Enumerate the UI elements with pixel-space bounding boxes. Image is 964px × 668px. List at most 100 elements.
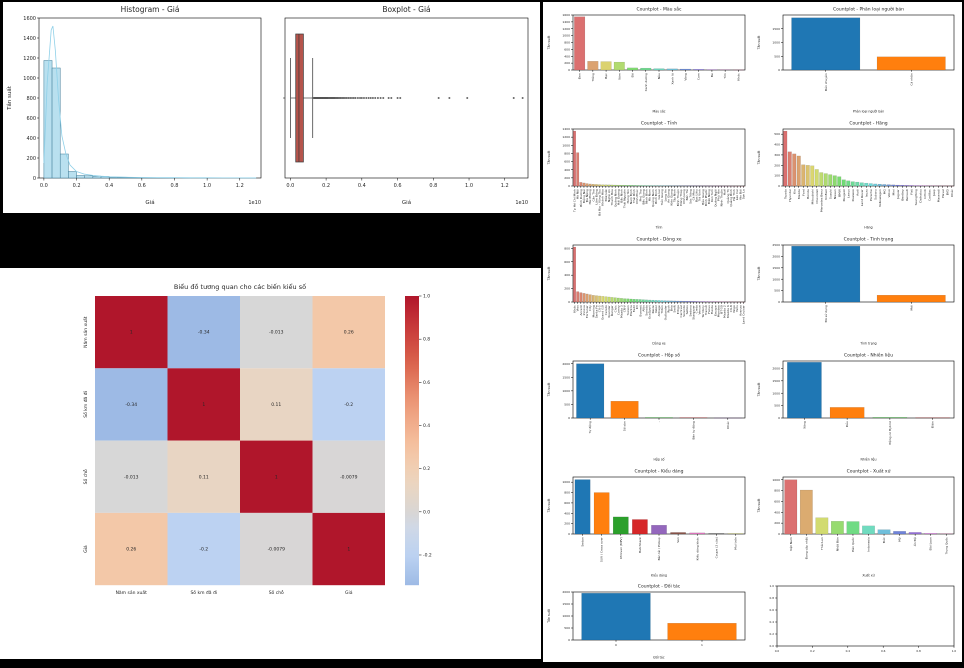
- svg-text:CR-V: CR-V: [623, 304, 627, 312]
- svg-text:Countplot - Tỉnh: Countplot - Tỉnh: [641, 120, 677, 127]
- svg-text:0.2: 0.2: [770, 632, 775, 636]
- svg-text:Tần suất: Tần suất: [547, 608, 551, 624]
- svg-text:Hải Phòng: Hải Phòng: [588, 189, 592, 204]
- countplot-nhien-lieu: 0 500 1000 1500 2000 Xăng Dầu Động cơ Hybrid Điệ…: [753, 348, 962, 464]
- svg-text:Quảng Trị: Quảng Trị: [726, 189, 730, 203]
- svg-text:0: 0: [568, 300, 570, 304]
- svg-text:Histogram - Giá: Histogram - Giá: [121, 5, 180, 14]
- svg-text:Bạc: Bạc: [604, 73, 608, 79]
- svg-text:600: 600: [564, 260, 570, 264]
- svg-text:Ninh Thuận: Ninh Thuận: [720, 189, 724, 206]
- svg-text:400: 400: [774, 143, 780, 147]
- countplot-tinh-trang: 0 500 1000 1500 2000 2500 Đã sử dụng Mới Countpl…: [753, 232, 962, 348]
- svg-text:Trà Vinh: Trà Vinh: [698, 189, 702, 202]
- svg-text:Tình trạng: Tình trạng: [859, 342, 876, 346]
- svg-text:Stargazer: Stargazer: [691, 304, 695, 319]
- svg-text:Countplot - Xuất xứ: Countplot - Xuất xứ: [847, 468, 892, 475]
- histogram-gia-chart: 0 200 400 600 800 1000 1200 1400 1600 0.0 0.2 0.4 0.…: [3, 2, 271, 213]
- svg-text:Minivan (MPV): Minivan (MPV): [619, 537, 623, 558]
- svg-text:400: 400: [564, 54, 570, 58]
- svg-text:BMW: BMW: [837, 189, 841, 197]
- svg-text:0.0: 0.0: [775, 649, 780, 653]
- svg-text:Sóc Trăng: Sóc Trăng: [688, 189, 692, 204]
- svg-text:Bắc Giang: Bắc Giang: [640, 189, 645, 204]
- svg-text:Cerato: Cerato: [604, 305, 608, 315]
- svg-text:Attrage: Attrage: [657, 305, 661, 316]
- svg-text:Hàn Quốc: Hàn Quốc: [851, 537, 855, 552]
- svg-text:Xanh dương: Xanh dương: [644, 73, 648, 91]
- svg-text:Kiểu dáng: Kiểu dáng: [651, 573, 667, 578]
- svg-text:Thái Bình: Thái Bình: [632, 189, 636, 204]
- svg-text:Land Cruiser: Land Cruiser: [741, 304, 745, 324]
- svg-text:Tiền Giang: Tiền Giang: [660, 189, 664, 206]
- svg-text:Mazda 3: Mazda 3: [620, 305, 624, 318]
- svg-text:200: 200: [26, 156, 36, 162]
- svg-text:Yaris: Yaris: [735, 305, 739, 312]
- svg-text:K3: K3: [635, 305, 639, 309]
- svg-text:0.2: 0.2: [73, 183, 81, 189]
- svg-text:1500: 1500: [562, 602, 570, 606]
- svg-text:Isuzu: Isuzu: [864, 189, 868, 197]
- svg-text:400: 400: [564, 273, 570, 277]
- svg-text:Bình Phước: Bình Phước: [704, 189, 708, 206]
- svg-text:Số km đã đi: Số km đã đi: [190, 589, 217, 596]
- countplot-hop-so: 0 500 1000 1500 2000 Tự động Số sàn - Bán tự độn…: [543, 348, 753, 464]
- svg-text:1.0: 1.0: [465, 183, 473, 189]
- svg-text:Lào Cai: Lào Cai: [735, 189, 739, 200]
- svg-text:VinFast: VinFast: [824, 188, 828, 200]
- svg-text:0.8: 0.8: [171, 183, 179, 189]
- countplot-mau-sac: 0 200 400 600 800 1000 1200 1400 1600 Đen Trắng Bạc…: [543, 2, 753, 116]
- svg-text:0.2: 0.2: [322, 183, 330, 189]
- svg-text:1: 1: [202, 402, 205, 408]
- svg-text:Bán chuyên: Bán chuyên: [824, 73, 828, 91]
- svg-text:MG: MG: [882, 189, 886, 195]
- svg-text:Innova: Innova: [582, 305, 586, 315]
- svg-text:Swift: Swift: [673, 304, 677, 312]
- figure-correlation: Biểu đồ tương quan cho các biến kiểu số 1…: [0, 268, 541, 659]
- svg-text:Trung Quốc: Trung Quốc: [944, 537, 948, 555]
- svg-text:1200: 1200: [23, 56, 36, 62]
- svg-text:Trắng: Trắng: [590, 73, 595, 82]
- svg-text:Van: Van: [676, 537, 680, 543]
- svg-text:1500: 1500: [772, 266, 780, 270]
- svg-text:600: 600: [774, 499, 780, 503]
- svg-text:Outlander: Outlander: [663, 304, 667, 320]
- svg-text:400: 400: [774, 510, 780, 514]
- svg-text:-0.2: -0.2: [423, 553, 432, 559]
- correlation-heatmap: Biểu đồ tương quan cho các biến kiểu số 1…: [0, 268, 541, 659]
- svg-text:Tần suất: Tần suất: [757, 266, 761, 282]
- svg-text:Ninh Bình: Ninh Bình: [645, 189, 649, 204]
- svg-text:Tần suất: Tần suất: [547, 498, 551, 514]
- svg-text:Wigo: Wigo: [732, 305, 736, 313]
- svg-text:Tần suất: Tần suất: [547, 266, 551, 282]
- svg-text:Hải Dương: Hải Dương: [616, 189, 620, 205]
- svg-text:0: 0: [568, 68, 570, 72]
- svg-text:0: 0: [568, 416, 570, 420]
- svg-text:Bán tải / Pickup: Bán tải / Pickup: [657, 537, 661, 560]
- svg-text:Countplot - Nhiên liệu: Countplot - Nhiên liệu: [844, 352, 893, 359]
- svg-text:0.11: 0.11: [199, 474, 209, 480]
- countplot-dong-xe: 0 200 400 600 800 Khác Vios Accent Innova Fortune…: [543, 232, 753, 348]
- figure-countplots: 0 200 400 600 800 1000 1200 1400 1600 Đen Trắng Bạc…: [543, 2, 962, 662]
- countplot-hang: 0 100 200 300 400 500 Toyota Hyundai Kia Mazda For…: [753, 116, 962, 232]
- svg-text:1600: 1600: [23, 16, 36, 22]
- svg-text:1.0: 1.0: [952, 649, 957, 653]
- svg-text:Sonata: Sonata: [645, 305, 649, 316]
- svg-text:500: 500: [774, 54, 780, 58]
- svg-text:800: 800: [564, 41, 570, 45]
- svg-text:0: 0: [778, 184, 780, 188]
- svg-text:0: 0: [568, 638, 570, 642]
- svg-text:Điện: Điện: [931, 421, 935, 428]
- svg-text:Civic: Civic: [613, 305, 617, 313]
- svg-text:Camry: Camry: [616, 305, 620, 315]
- svg-text:2000: 2000: [772, 366, 780, 370]
- svg-text:Đài Loan: Đài Loan: [929, 537, 933, 550]
- svg-text:Đã sử dụng: Đã sử dụng: [824, 305, 828, 322]
- countplot-doi-tac: 0 500 1000 1500 2000 0 1 Countplot - Đối tác Đối…: [543, 580, 753, 662]
- svg-text:Thanh Hóa: Thanh Hóa: [610, 189, 614, 206]
- svg-text:Quảng Nam: Quảng Nam: [651, 189, 655, 207]
- svg-text:Bình Thuận: Bình Thuận: [676, 189, 680, 206]
- svg-text:0.2: 0.2: [423, 466, 430, 472]
- svg-text:0.0: 0.0: [423, 509, 430, 515]
- svg-text:Audi: Audi: [855, 189, 859, 196]
